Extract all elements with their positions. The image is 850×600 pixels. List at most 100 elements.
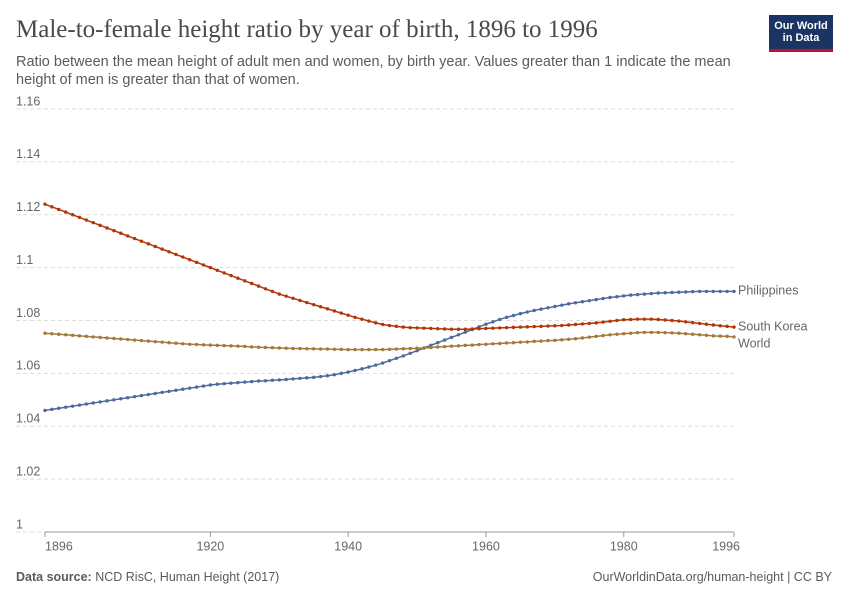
point: [105, 226, 109, 230]
point: [346, 370, 350, 374]
point: [84, 334, 89, 339]
point: [442, 344, 447, 349]
point: [608, 333, 612, 337]
point: [415, 326, 419, 330]
point: [442, 327, 447, 331]
point: [284, 294, 288, 298]
point: [208, 343, 213, 347]
point: [649, 317, 654, 321]
point: [146, 339, 151, 343]
point: [146, 242, 151, 246]
point: [615, 332, 619, 336]
y-tick-label: 1: [16, 517, 23, 531]
point: [339, 371, 343, 376]
point: [615, 295, 619, 299]
point: [656, 317, 660, 322]
point: [546, 338, 550, 343]
point: [387, 323, 392, 328]
point: [215, 268, 219, 272]
point: [305, 300, 309, 305]
point: [222, 381, 226, 386]
point: [601, 333, 605, 338]
point: [132, 236, 137, 241]
point: [105, 336, 109, 340]
point: [305, 376, 309, 380]
point: [477, 326, 481, 331]
y-tick-label: 1.12: [16, 200, 40, 214]
point: [504, 315, 509, 320]
point: [277, 292, 281, 296]
point: [463, 343, 467, 348]
series-label: Philippines: [738, 284, 798, 298]
point: [525, 325, 529, 329]
point: [57, 207, 61, 212]
point: [518, 325, 523, 329]
y-tick-label: 1.04: [16, 412, 40, 426]
x-tick-label: 1896: [45, 539, 73, 553]
point: [270, 346, 275, 350]
point: [718, 334, 722, 338]
point: [187, 342, 192, 346]
point: [539, 324, 543, 329]
point: [615, 318, 619, 323]
point: [594, 334, 598, 339]
point: [139, 239, 144, 243]
point: [167, 389, 171, 394]
point: [470, 343, 474, 347]
point: [250, 379, 254, 384]
point: [132, 394, 137, 399]
point: [429, 345, 433, 350]
point: [387, 347, 392, 352]
point: [360, 367, 364, 371]
point: [77, 334, 82, 338]
point: [628, 293, 633, 297]
point: [484, 342, 488, 346]
point: [353, 315, 357, 320]
point: [250, 281, 254, 286]
point: [436, 326, 440, 331]
point: [449, 327, 454, 331]
point: [684, 290, 688, 294]
point: [125, 337, 130, 342]
point: [346, 313, 350, 317]
point: [229, 273, 233, 278]
point: [622, 332, 626, 336]
point: [91, 401, 95, 405]
point: [635, 292, 640, 297]
point: [236, 344, 240, 348]
point: [711, 334, 716, 338]
point: [408, 346, 412, 351]
point: [670, 290, 674, 295]
point: [663, 318, 667, 322]
point: [132, 338, 137, 342]
point: [463, 330, 467, 334]
point: [125, 234, 130, 238]
x-tick-label: 1996: [712, 539, 740, 553]
point: [587, 298, 592, 303]
point: [181, 342, 185, 346]
point: [243, 380, 247, 384]
point: [697, 289, 702, 294]
point: [263, 345, 268, 350]
point: [498, 326, 502, 330]
point: [546, 306, 550, 310]
point: [442, 338, 447, 342]
point: [353, 347, 357, 352]
point: [167, 250, 171, 254]
point: [532, 324, 536, 329]
point: [566, 302, 571, 306]
y-tick-label: 1.02: [16, 464, 40, 478]
point: [608, 295, 612, 300]
point: [201, 263, 206, 267]
point: [394, 356, 399, 361]
point: [704, 322, 709, 326]
point: [580, 322, 585, 326]
point: [360, 347, 364, 352]
point: [628, 331, 633, 335]
point: [77, 215, 82, 220]
point: [449, 344, 454, 348]
logo[interactable]: Our World in Data: [769, 15, 833, 52]
credit[interactable]: OurWorldinData.org/human-height | CC BY: [592, 570, 832, 584]
point: [663, 330, 667, 335]
